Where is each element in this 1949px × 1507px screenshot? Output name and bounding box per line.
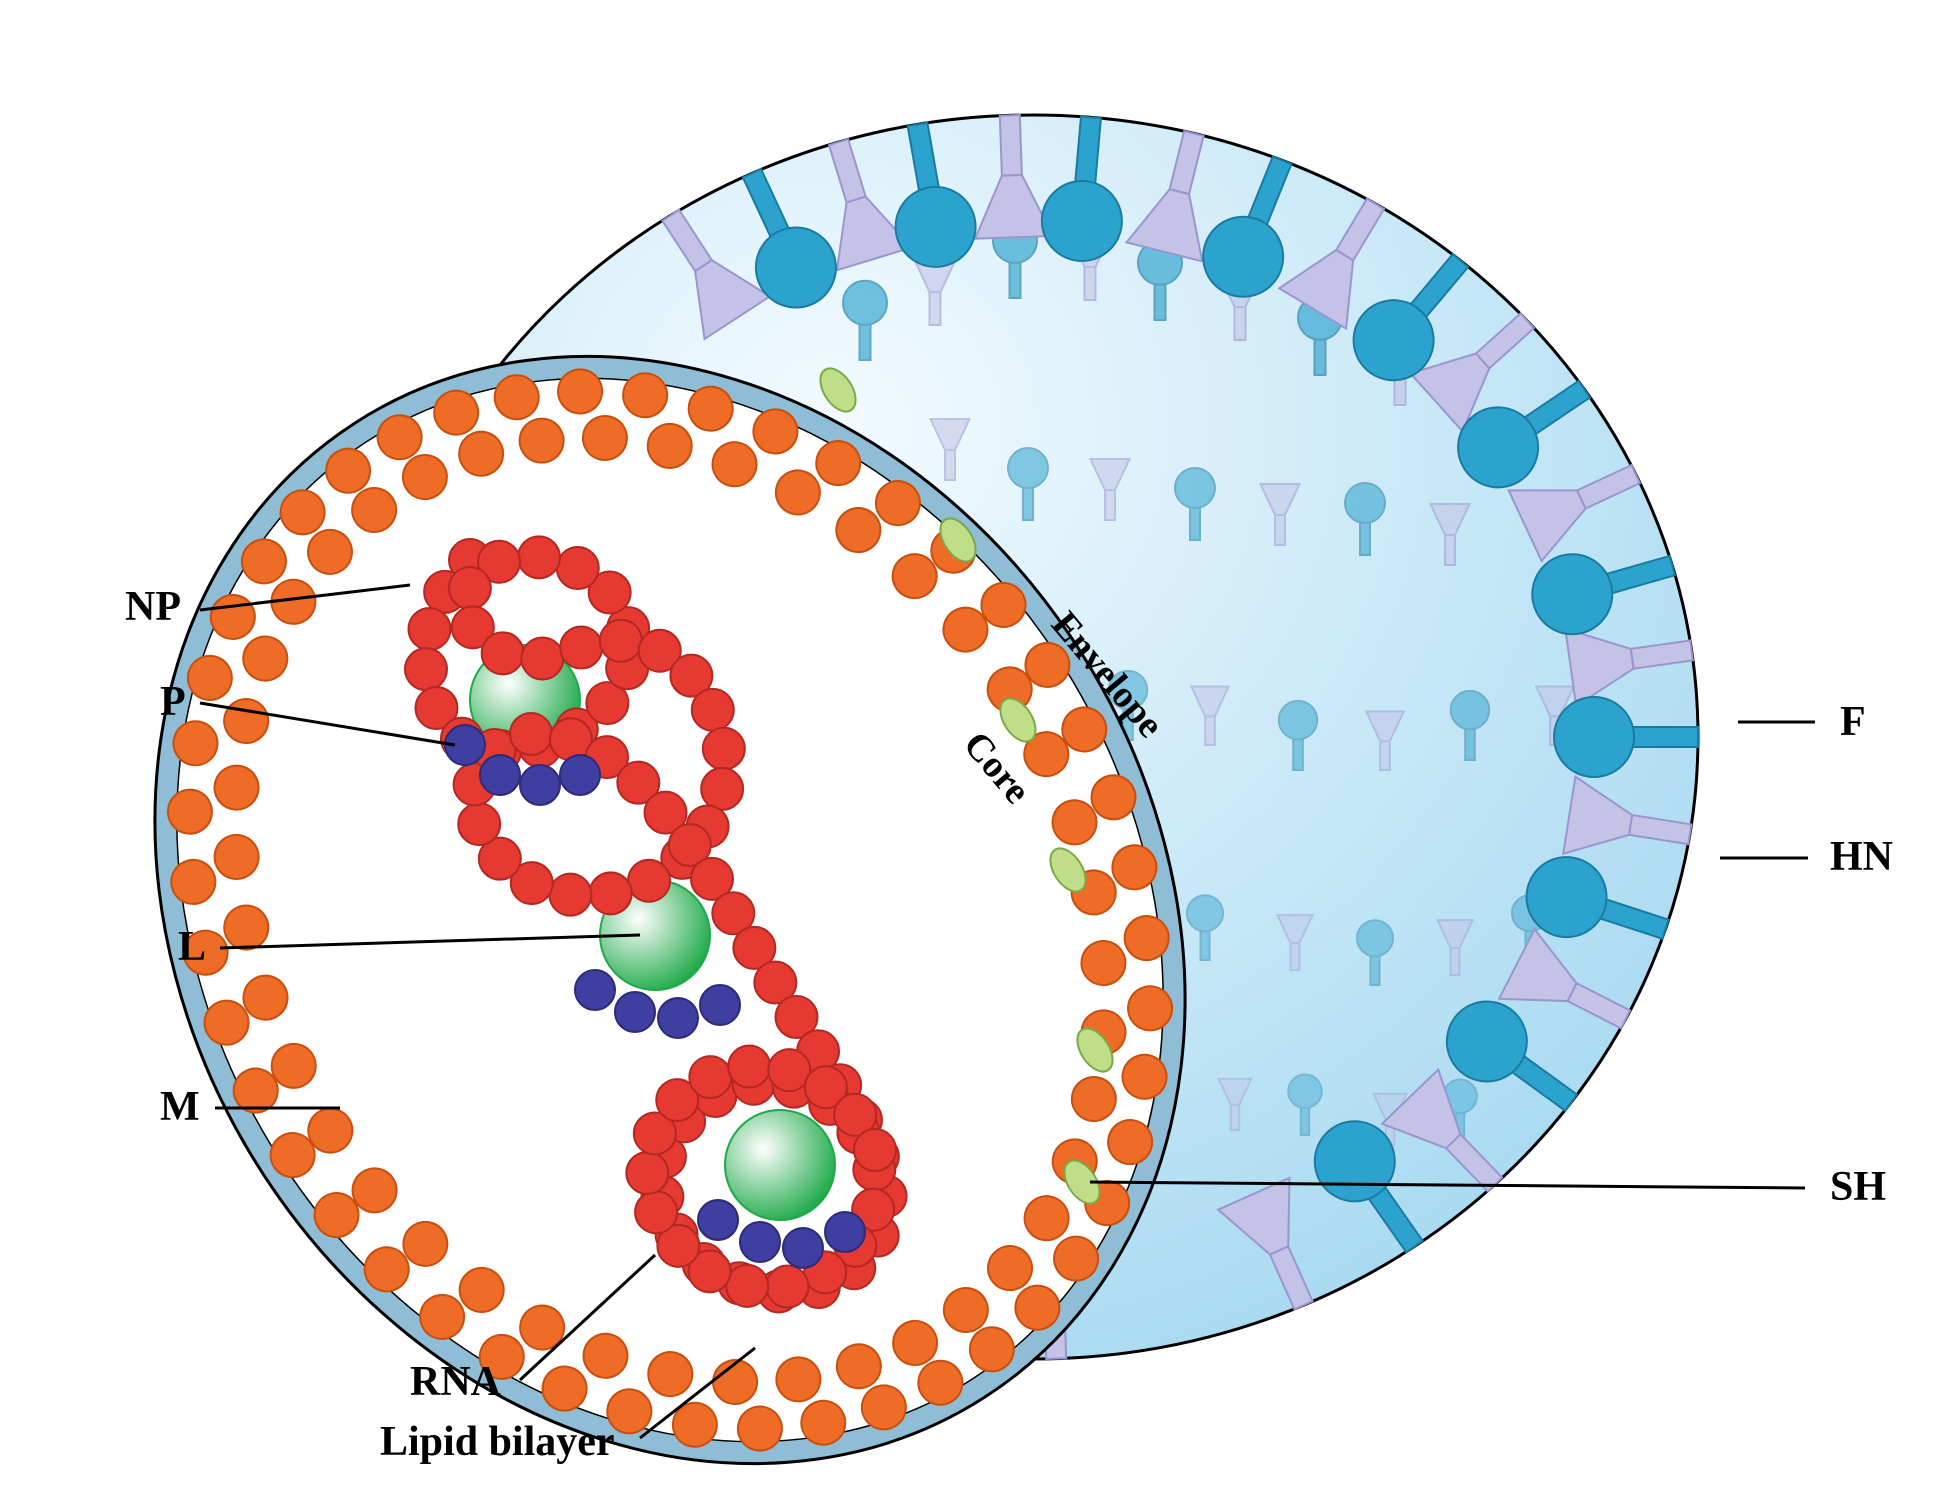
label-HN: HN	[1830, 834, 1893, 880]
label-L: L	[178, 924, 206, 970]
label-SH: SH	[1830, 1164, 1886, 1210]
label-NP: NP	[125, 584, 181, 630]
label-F: F	[1840, 699, 1866, 745]
l-protein	[725, 1110, 835, 1220]
label-LB: Lipid bilayer	[380, 1419, 615, 1465]
label-M: M	[160, 1084, 200, 1130]
label-P: P	[160, 679, 186, 725]
label-RNA: RNA	[410, 1359, 502, 1405]
